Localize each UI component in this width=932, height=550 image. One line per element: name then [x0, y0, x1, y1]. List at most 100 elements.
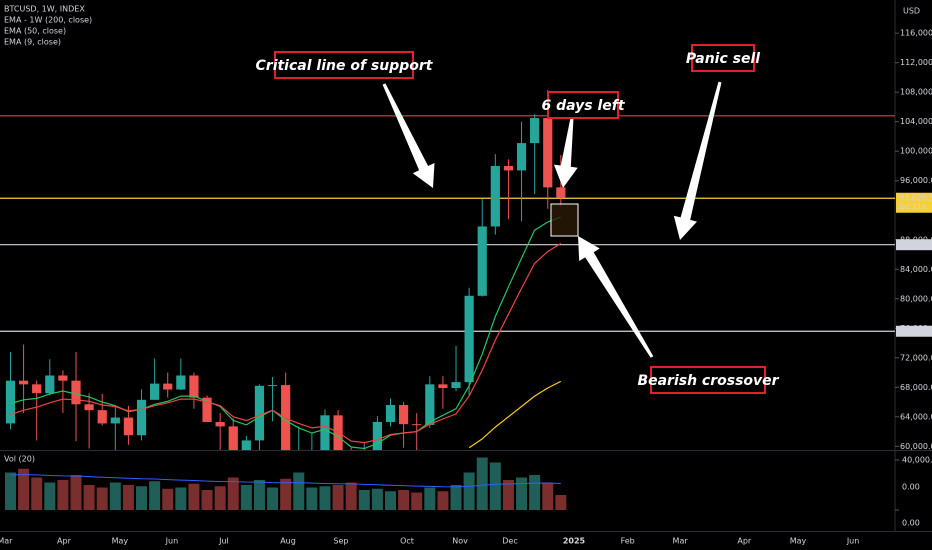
- y-tick-label: 112,000.00: [900, 58, 932, 67]
- volume-tick-label: 0.00: [902, 483, 920, 492]
- candle-body: [556, 187, 566, 198]
- volume-bar: [188, 483, 200, 510]
- candle-body: [189, 375, 199, 398]
- x-tick-label: Dec: [502, 537, 517, 546]
- volume-bar: [332, 485, 344, 510]
- x-tick-label: Nov: [452, 537, 468, 546]
- candle-body: [530, 118, 540, 144]
- volume-bar: [463, 472, 475, 510]
- volume-bar: [411, 492, 423, 510]
- candle-body: [254, 385, 265, 441]
- volume-bar: [555, 495, 567, 510]
- candle-body: [412, 424, 422, 426]
- volume-tick-label: 40,000.00: [902, 456, 932, 465]
- annotation-text: Bearish crossover: [637, 373, 779, 389]
- candle-body: [385, 405, 396, 422]
- volume-bar: [253, 480, 265, 510]
- volume-bar: [175, 487, 187, 510]
- x-tick-label: Apr: [737, 537, 752, 546]
- indicator-label: EMA (50, close): [4, 27, 66, 36]
- volume-bar: [437, 491, 449, 510]
- candle-body: [241, 440, 251, 450]
- annotation-arrow: [382, 83, 435, 188]
- x-tick-label: Jun: [165, 537, 179, 546]
- x-tick-label: Oct: [400, 537, 414, 546]
- overlay: 60,000.0064,000.0068,000.0072,000.0076,0…: [0, 29, 932, 546]
- candle-body: [176, 375, 186, 390]
- volume-axis-label: 0.00: [902, 519, 920, 528]
- annotation-arrow: [553, 117, 578, 188]
- indicator-label: EMA (9, close): [4, 38, 61, 47]
- volume-bar: [162, 488, 174, 510]
- volume-ma-line: [10, 474, 561, 488]
- candle-body: [451, 382, 461, 389]
- y-tick-label: 100,000.00: [900, 147, 932, 156]
- volume-bar: [516, 477, 528, 510]
- volume-bar: [44, 482, 56, 510]
- annotation-text: Critical line of support: [256, 58, 434, 74]
- price-level-tag: [896, 192, 932, 213]
- y-tick-label: 84,000.00: [900, 265, 932, 274]
- currency-label: USD: [903, 7, 920, 16]
- candle-body: [32, 384, 42, 394]
- volume-bar: [529, 475, 541, 510]
- annotation-text: 6 days left: [541, 98, 625, 114]
- countdown-label: 6d 21h: [899, 203, 927, 212]
- annotation-box: [274, 51, 414, 79]
- x-tick-label: Apr: [57, 537, 72, 546]
- x-tick-label: Jun: [846, 537, 860, 546]
- candle-body: [503, 165, 514, 171]
- candle-body: [464, 295, 474, 383]
- ema-line: [10, 216, 562, 450]
- x-tick-label: Sep: [333, 537, 348, 546]
- candle-body: [228, 426, 238, 450]
- candle-body: [320, 415, 330, 450]
- volume-bar: [136, 486, 148, 510]
- volume-bar: [18, 468, 30, 510]
- volume-bar: [450, 485, 462, 510]
- candle-body: [477, 226, 487, 296]
- volume-bar: [489, 462, 501, 510]
- annotation-box: [650, 366, 766, 394]
- volume-bar: [345, 482, 357, 510]
- candle-body: [399, 405, 409, 425]
- price-level-tag: [896, 239, 932, 251]
- volume-bar: [4, 472, 16, 510]
- volume-bar: [293, 472, 305, 510]
- volume-bar: [83, 485, 95, 510]
- x-tick-label: Mar: [0, 537, 13, 546]
- candle-body: [97, 410, 107, 424]
- volume-label: Vol (20): [4, 455, 35, 464]
- volume-bar: [227, 477, 239, 510]
- x-tick-label: May: [112, 537, 129, 546]
- volume-bar: [96, 487, 108, 510]
- volume-pane: [4, 457, 567, 510]
- candle-body: [267, 385, 278, 387]
- x-tick-label: Mar: [673, 537, 689, 546]
- x-tick-label: Aug: [280, 537, 296, 546]
- price-level-label: 87,328.39: [899, 240, 932, 249]
- candle-body: [71, 380, 81, 405]
- candle-body: [438, 384, 448, 389]
- price-level-label: 75,597.48: [899, 327, 932, 336]
- volume-bar: [214, 486, 226, 510]
- volume-bar: [267, 487, 279, 510]
- volume-bar: [358, 490, 370, 510]
- annotation-text: Panic sell: [686, 51, 760, 67]
- volume-bar: [371, 488, 383, 510]
- annotation-arrow: [578, 236, 654, 358]
- candle-body: [372, 421, 382, 450]
- volume-bar: [306, 487, 318, 510]
- candle-body: [123, 417, 134, 436]
- price-level-tag: [896, 325, 932, 337]
- volume-bar: [109, 482, 121, 510]
- volume-bar: [280, 478, 292, 510]
- candle-body: [163, 383, 173, 390]
- annotation-box: [691, 44, 755, 72]
- volume-bar: [502, 480, 514, 510]
- volume-bar: [70, 475, 82, 510]
- candle-body: [202, 397, 212, 422]
- indicator-label: EMA - 1W (200, close): [4, 16, 92, 25]
